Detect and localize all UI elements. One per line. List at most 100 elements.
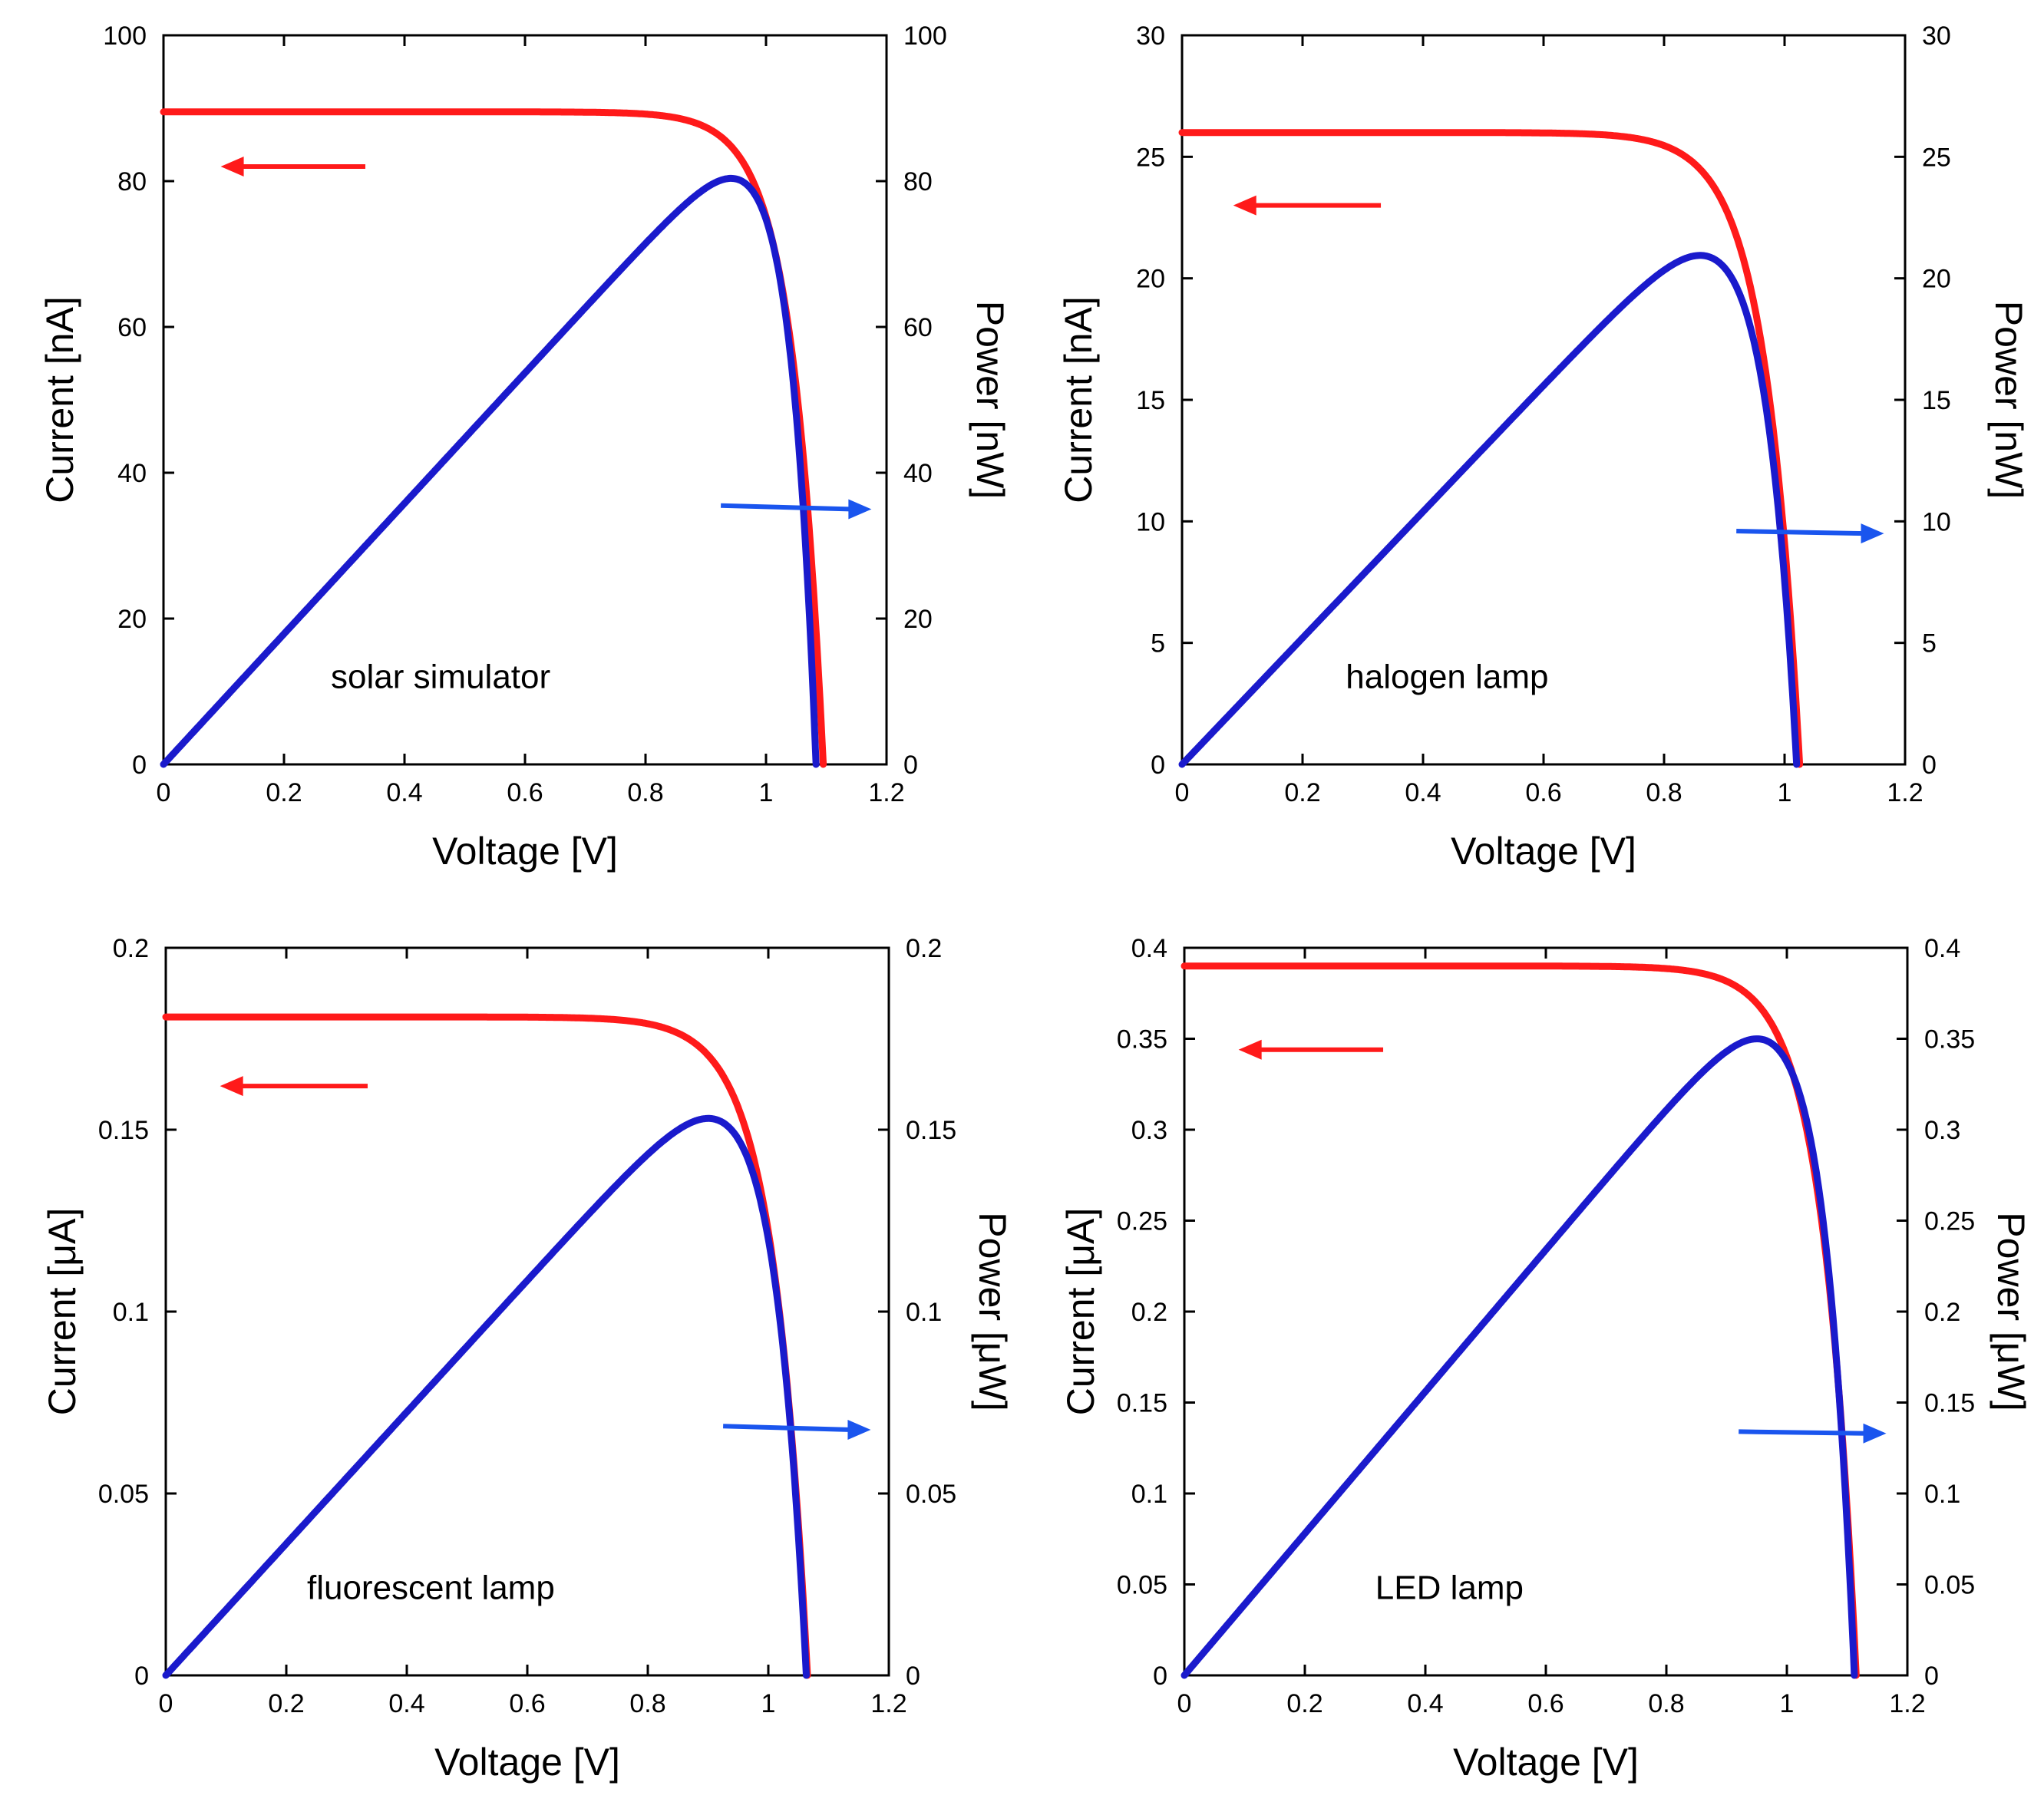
y-tick-label-left: 0.15 [98,1116,149,1145]
y-axis-title-left: Current [nA] [1057,296,1100,503]
arrow-shaft [1736,529,1866,536]
series-line-power [1181,1035,1858,1679]
y-tick-label-right: 0.4 [1924,934,1960,963]
y-tick-label-left: 0.1 [1131,1480,1167,1509]
arrow-right [1736,523,1884,544]
x-tick-label: 0.8 [1648,1689,1684,1718]
annotation-light-source: halogen lamp [1346,658,1548,695]
y-tick-label-left: 10 [1136,507,1165,536]
y-tick-label-left: 25 [1136,143,1165,172]
annotation-light-source: fluorescent lamp [307,1569,555,1606]
arrow-head [1863,1423,1887,1444]
y-tick-label-right: 15 [1922,386,1951,415]
x-tick-label: 0.4 [1407,1689,1443,1718]
arrow-shaft [723,1424,853,1433]
y-tick-label-left: 0 [132,751,147,780]
y-axis-title-left: Current [nA] [38,296,81,503]
series-line-current [162,1013,811,1679]
arrow-head [847,1420,871,1441]
series-line-power [160,174,820,768]
y-tick-label-right: 0.05 [906,1480,956,1509]
y-tick-label-right: 0.1 [906,1298,942,1327]
arrow-right [1739,1423,1887,1444]
y-tick-label-right: 60 [903,313,933,342]
y-tick-label-right: 0.15 [1924,1389,1975,1418]
y-tick-label-left: 20 [117,605,147,634]
arrow-shaft [1739,1429,1868,1436]
series-line-power [1178,252,1801,768]
y-tick-label-left: 0.35 [1117,1025,1167,1054]
y-axis-title-right: Power [μW] [1990,1212,2032,1411]
x-tick-label: 0.4 [1405,778,1441,807]
y-tick-label-right: 0.1 [1924,1480,1960,1509]
annotation-light-source: LED lamp [1375,1569,1524,1606]
y-tick-label-right: 20 [903,605,933,634]
arrow-shaft [721,503,854,512]
y-tick-label-right: 0 [1922,751,1937,780]
arrow-right [723,1420,871,1441]
y-tick-label-left: 0.4 [1131,934,1167,963]
x-tick-label: 0.6 [1525,778,1561,807]
x-tick-label: 0.6 [1527,1689,1564,1718]
y-tick-label-right: 0.25 [1924,1207,1975,1236]
y-axis-title-right: Power [μW] [971,1212,1014,1411]
y-tick-label-left: 0.15 [1117,1389,1167,1418]
plot-frame [1183,946,1909,1677]
arrow-head [1238,1039,1262,1060]
y-tick-label-right: 80 [903,167,933,196]
y-tick-label-left: 80 [117,167,147,196]
chart-panel-3: 0 0.2 0.4 0.6 0.8 1 1.200.050.10.150.200.050.1… [41,934,1014,1784]
x-tick-label: 0.2 [266,778,302,807]
y-axis-title-left: Current [μA] [41,1208,84,1416]
y-tick-label-right: 0.05 [1924,1571,1975,1600]
x-tick-label: 0.6 [507,778,543,807]
y-tick-label-left: 100 [103,21,147,51]
y-tick-label-right: 0 [1924,1662,1939,1691]
y-tick-label-left: 0 [134,1662,149,1691]
y-tick-label-left: 60 [117,313,147,342]
x-tick-label: 0.8 [629,1689,665,1718]
arrow-head [848,499,872,520]
x-tick-label: 0 [1175,778,1190,807]
y-tick-label-right: 0.2 [906,934,942,963]
x-axis-title: Voltage [V] [434,1741,620,1784]
y-tick-label-right: 40 [903,459,933,488]
arrow-head [220,1076,243,1097]
y-tick-label-left: 30 [1136,21,1165,51]
x-tick-label: 0.4 [388,1689,424,1718]
arrow-right [721,499,872,520]
y-tick-label-left: 40 [117,459,147,488]
y-tick-label-left: 20 [1136,265,1165,294]
y-tick-label-left: 0 [1151,751,1165,780]
y-tick-label-right: 30 [1922,21,1951,51]
y-tick-label-right: 10 [1922,507,1951,536]
x-tick-label: 1 [761,1689,776,1718]
y-tick-label-right: 100 [903,21,947,51]
x-tick-label: 0.8 [627,778,663,807]
series-line-power [162,1114,810,1679]
arrow-head [1233,195,1256,216]
arrow-head [220,157,244,177]
x-tick-label: 0.2 [1284,778,1320,807]
y-tick-label-left: 0 [1153,1662,1167,1691]
x-tick-label: 0.2 [1286,1689,1322,1718]
arrow-head [1861,523,1884,544]
y-tick-label-right: 0.3 [1924,1116,1960,1145]
y-tick-label-left: 0.25 [1117,1207,1167,1236]
x-tick-label: 1.2 [870,1689,906,1718]
y-tick-label-left: 0.05 [98,1480,149,1509]
x-tick-label: 0.4 [386,778,422,807]
series-line-current [160,108,827,768]
series-line-current [1181,962,1860,1679]
y-tick-label-left: 15 [1136,386,1165,415]
annotation-light-source: solar simulator [331,658,550,695]
plot-frame [162,34,888,766]
y-tick-label-right: 0.15 [906,1116,956,1145]
x-tick-label: 1.2 [1887,778,1923,807]
y-tick-label-right: 0.2 [1924,1298,1960,1327]
y-tick-label-right: 0.35 [1924,1025,1975,1054]
x-tick-label: 1 [1780,1689,1795,1718]
y-tick-label-right: 5 [1922,629,1937,658]
arrow-left [220,157,365,177]
